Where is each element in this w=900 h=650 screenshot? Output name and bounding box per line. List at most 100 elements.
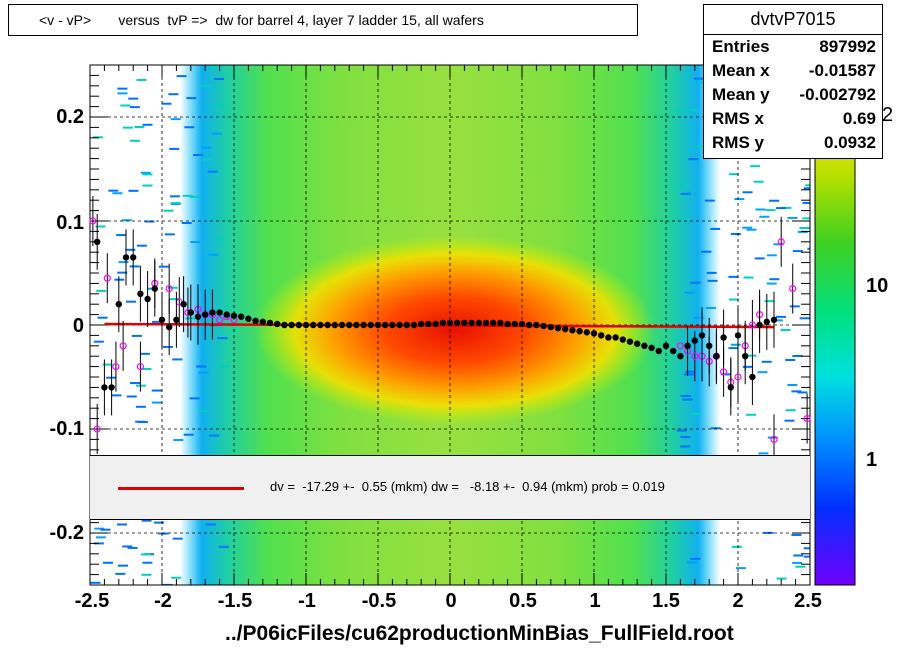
stats-key: Entries [712, 37, 770, 56]
open-point [803, 415, 811, 423]
heatmap-noise [90, 65, 810, 585]
heatmap-speck [136, 244, 147, 247]
profile-point [626, 338, 634, 345]
profile-point [137, 290, 144, 297]
heatmap-speck [135, 384, 146, 387]
open-point [103, 274, 111, 282]
y-tick-label: 0.2 [56, 106, 84, 128]
heatmap-speck [685, 528, 696, 531]
heatmap-speck [210, 65, 221, 68]
open-point [676, 342, 685, 350]
heatmap-speck [169, 195, 180, 198]
open-point [789, 285, 797, 293]
profile-point [461, 319, 468, 327]
open-point [93, 425, 101, 433]
heatmap-speck [753, 180, 764, 183]
stats-row-mean-x: Mean x -0.01587 [712, 61, 876, 85]
heatmap-speck [761, 360, 772, 363]
heatmap-speck [792, 250, 803, 253]
heatmap-speck [758, 452, 769, 455]
heatmap-speck [163, 209, 174, 212]
y-tick-label: -0.1 [49, 418, 84, 440]
profile-point [187, 309, 194, 316]
profile-point [590, 330, 598, 337]
x-tick-label: -1.5 [217, 590, 253, 612]
heatmap-speck [186, 97, 197, 100]
profile-point [706, 342, 713, 349]
stats-value: 897992 [819, 37, 876, 56]
heatmap-speck [792, 354, 803, 357]
open-point [770, 435, 778, 443]
heatmap-speck [96, 289, 107, 292]
open-point [691, 352, 699, 360]
heatmap-speck [122, 545, 133, 548]
profile-point [245, 315, 252, 322]
heatmap-speck [141, 519, 152, 522]
heatmap-speck [169, 298, 180, 301]
heatmap-speck [183, 433, 194, 436]
heatmap-speck [142, 173, 153, 176]
heatmap-speck [772, 319, 783, 322]
profile-point [670, 347, 677, 355]
heatmap-speck [781, 206, 792, 209]
heatmap-speck [214, 104, 225, 107]
profile-point [526, 321, 533, 329]
heatmap-speck [94, 527, 105, 530]
y-tick-label: -0.2 [49, 522, 84, 544]
heatmap-speck [746, 354, 757, 357]
heatmap-speck [129, 382, 140, 385]
heatmap-speck [126, 395, 137, 398]
profile-point [713, 353, 720, 360]
heatmap-speck [680, 192, 691, 195]
heatmap-speck [173, 439, 184, 442]
heatmap-speck [683, 373, 694, 376]
heatmap-speck [755, 208, 766, 211]
heatmap-speck [172, 358, 183, 361]
profile-point [655, 347, 662, 355]
profile-point [130, 254, 137, 261]
heatmap-speck [172, 537, 183, 540]
stats-value: 0.0932 [824, 133, 876, 152]
heatmap-speck [784, 419, 795, 422]
profile-point [691, 337, 698, 344]
heatmap-speck [754, 257, 765, 260]
heatmap-speck [803, 555, 810, 558]
heatmap-speck [710, 427, 721, 430]
profile-point [518, 320, 526, 328]
heatmap-speck [129, 106, 140, 109]
profile-point [475, 319, 482, 327]
profile-point [554, 324, 562, 332]
heatmap-speck [136, 78, 147, 81]
heatmap-speck [142, 123, 153, 126]
profile-point [439, 319, 446, 327]
heatmap-speck [746, 228, 757, 231]
profile-points-layer [89, 196, 811, 465]
profile-point [468, 319, 475, 327]
profile-point [115, 301, 123, 308]
profile-point [648, 344, 655, 352]
heatmap-speck [750, 165, 761, 168]
heatmap-speck [142, 561, 153, 564]
heatmap-speck [690, 412, 701, 415]
heatmap-speck [687, 108, 698, 111]
fit-line [104, 322, 775, 329]
fit-legend-box: dv = -17.29 +- 0.55 (mkm) dw = -8.18 +- … [90, 455, 810, 520]
profile-point [158, 316, 166, 323]
heatmap-speck [142, 184, 153, 187]
heatmap-speck [193, 154, 204, 157]
x-tick-label: -2 [154, 590, 172, 612]
heatmap-speck [102, 561, 113, 564]
heatmap-speck [701, 250, 712, 253]
heatmap-speck [127, 546, 138, 549]
profile-point [180, 301, 187, 308]
heatmap-speck [685, 370, 696, 373]
heatmap-speck [734, 198, 745, 201]
profile-point [662, 342, 670, 349]
heatmap-speck [181, 222, 192, 225]
stats-row-mean-y: Mean y -0.002792 [712, 85, 876, 109]
profile-point [727, 384, 734, 391]
profile-point [302, 321, 310, 329]
x-tick-label: 1.5 [652, 590, 680, 612]
heatmap-speck [694, 316, 705, 319]
heatmap-speck [162, 345, 173, 348]
